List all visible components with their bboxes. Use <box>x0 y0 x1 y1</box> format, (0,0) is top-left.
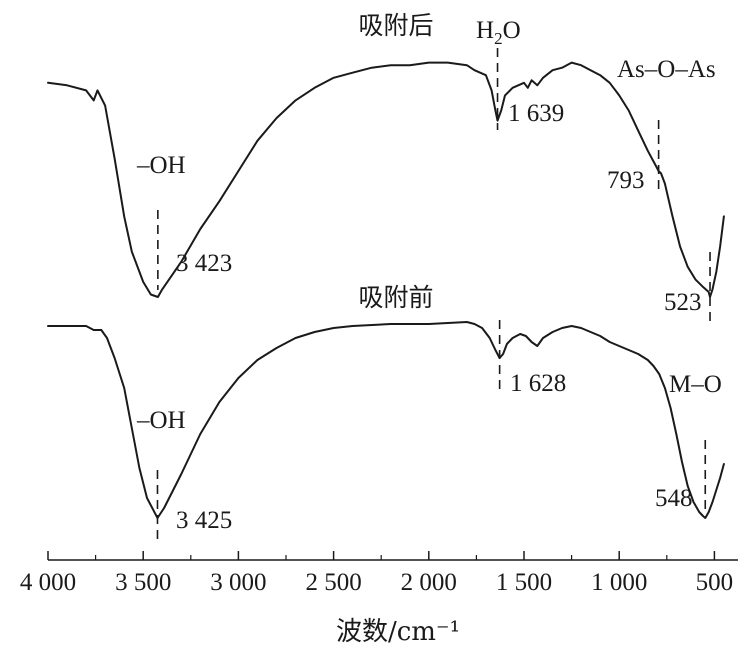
peak-label: 548 <box>655 485 693 512</box>
x-tick-label: 500 <box>696 569 734 596</box>
peak-label: 3 423 <box>176 250 232 277</box>
functional-group-label: –OH <box>136 152 186 179</box>
peak-label: 1 628 <box>510 370 566 397</box>
x-axis-ticks: 4 000 3 500 3 000 2 500 2 000 1 500 1 000 500 <box>20 551 733 596</box>
x-tick-label: 1 000 <box>591 569 647 596</box>
x-tick-label: 2 500 <box>305 569 361 596</box>
x-axis-title: 波数/cm⁻¹ <box>336 617 460 647</box>
peak-label: 793 <box>607 167 645 194</box>
series-name-label: 吸附后 <box>358 12 433 40</box>
x-tick-label: 3 500 <box>115 569 171 596</box>
functional-group-label: M–O <box>669 371 722 398</box>
x-tick-label: 3 000 <box>210 569 266 596</box>
series-line <box>47 321 725 519</box>
spectrum-series <box>47 61 725 519</box>
x-axis: 4 000 3 500 3 000 2 500 2 000 1 500 1 000 500 波… <box>20 551 738 647</box>
x-tick-label: 2 000 <box>401 569 457 596</box>
x-tick-label: 4 000 <box>20 569 76 596</box>
functional-group-label: –OH <box>136 407 186 434</box>
series-line <box>47 61 725 298</box>
peak-label: 523 <box>664 289 702 316</box>
x-tick-label: 1 500 <box>496 569 552 596</box>
series-name-label: 吸附前 <box>358 284 433 312</box>
functional-group-label: As–O–As <box>617 56 716 83</box>
functional-group-label: H2O <box>476 17 521 48</box>
peak-label: 1 639 <box>508 100 564 127</box>
peak-label: 3 425 <box>176 507 232 534</box>
